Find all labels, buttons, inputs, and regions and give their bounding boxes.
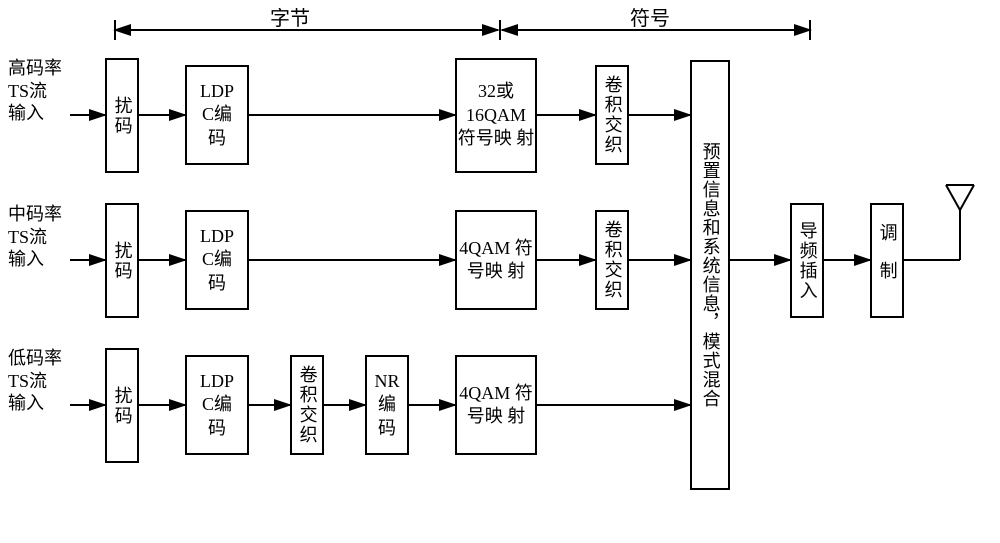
- scramble-label: 扰码: [109, 96, 134, 136]
- conv-box-mid: 卷积交织: [595, 210, 629, 310]
- conv-label-mid: 卷积交织: [599, 220, 624, 300]
- scramble-box-mid: 扰码: [105, 203, 139, 318]
- scramble-box-low: 扰码: [105, 348, 139, 463]
- antenna-icon: [946, 185, 974, 260]
- nr-box-low: NR编码: [365, 355, 409, 455]
- conv-box-high: 卷积交织: [595, 65, 629, 165]
- conv-label-low: 卷积交织: [294, 365, 319, 445]
- nr-label-low: NR编码: [374, 370, 399, 440]
- scramble-label-low: 扰码: [109, 386, 134, 426]
- pilot-label: 导频插入: [794, 221, 819, 301]
- qam-box-mid: 4QAM 符号映 射: [455, 210, 537, 310]
- conv-label-high: 卷积交织: [599, 75, 624, 155]
- qam-label-high: 32或 16QAM 符号映 射: [457, 80, 535, 150]
- qam-label-mid: 4QAM 符号映 射: [457, 237, 535, 284]
- qam-label-low: 4QAM 符号映 射: [457, 382, 535, 429]
- header-right-label: 符号: [630, 2, 670, 31]
- ldpc-box-mid: LDPC编码: [185, 210, 249, 310]
- ldpc-box-high: LDPC编码: [185, 65, 249, 165]
- conv-box-low: 卷积交织: [290, 355, 324, 455]
- ldpc-box-low: LDPC编码: [185, 355, 249, 455]
- input-label-low: 低码率 TS流 输入: [8, 347, 62, 415]
- scramble-label-mid: 扰码: [109, 241, 134, 281]
- qam-box-high: 32或 16QAM 符号映 射: [455, 58, 537, 173]
- ldpc-label-mid: LDPC编码: [200, 225, 234, 295]
- scramble-box-high: 扰码: [105, 58, 139, 173]
- pilot-box: 导频插入: [790, 203, 824, 318]
- header-left-label: 字节: [270, 2, 310, 31]
- ldpc-label-low: LDPC编码: [200, 370, 234, 440]
- merge-box: 预置信息和系统信息，模式混合: [690, 60, 730, 490]
- ldpc-label-high: LDPC编码: [200, 80, 234, 150]
- mod-label: 调制: [874, 223, 899, 299]
- mod-box: 调制: [870, 203, 904, 318]
- merge-label: 预置信息和系统信息，模式混合: [697, 142, 722, 408]
- input-label-mid: 中码率 TS流 输入: [8, 203, 62, 271]
- header-ruler: [115, 20, 810, 40]
- qam-box-low: 4QAM 符号映 射: [455, 355, 537, 455]
- input-label-high: 高码率 TS流 输入: [8, 57, 62, 125]
